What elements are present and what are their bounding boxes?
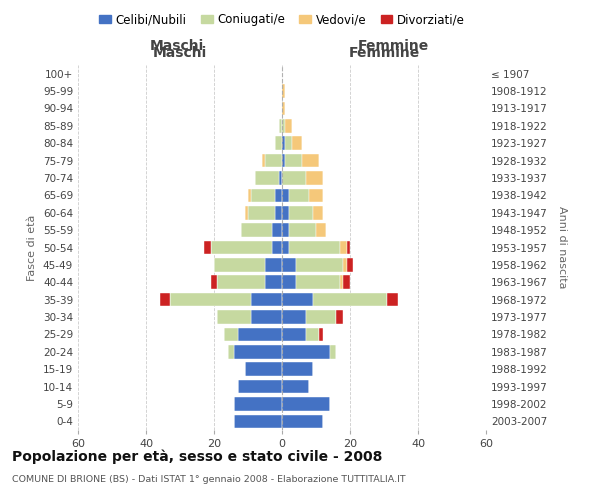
Bar xyxy=(282,154,286,168)
Bar xyxy=(282,397,329,410)
Bar xyxy=(217,276,265,289)
Bar xyxy=(238,380,282,394)
Bar xyxy=(286,119,292,132)
Bar xyxy=(255,171,278,185)
Bar xyxy=(235,414,282,428)
Bar xyxy=(296,258,343,272)
Bar xyxy=(282,188,289,202)
Bar xyxy=(282,206,289,220)
Bar xyxy=(265,276,282,289)
Bar xyxy=(170,293,251,306)
Bar xyxy=(343,258,347,272)
Text: Maschi: Maschi xyxy=(150,38,204,52)
Bar xyxy=(292,136,302,150)
Bar xyxy=(282,136,286,150)
Bar xyxy=(238,328,282,341)
Bar xyxy=(302,154,319,168)
Bar xyxy=(340,276,343,289)
Y-axis label: Anni di nascita: Anni di nascita xyxy=(557,206,567,289)
Bar xyxy=(282,362,313,376)
Bar xyxy=(282,224,289,237)
Bar xyxy=(289,224,316,237)
Bar xyxy=(289,206,313,220)
Bar xyxy=(224,328,238,341)
Bar xyxy=(272,240,282,254)
Bar xyxy=(282,345,329,358)
Bar xyxy=(313,206,323,220)
Bar xyxy=(306,310,337,324)
Bar xyxy=(227,345,235,358)
Bar xyxy=(343,276,350,289)
Text: Popolazione per età, sesso e stato civile - 2008: Popolazione per età, sesso e stato civil… xyxy=(12,450,382,464)
Bar xyxy=(217,310,251,324)
Y-axis label: Fasce di età: Fasce di età xyxy=(28,214,37,280)
Bar xyxy=(160,293,170,306)
Bar xyxy=(248,188,251,202)
Bar xyxy=(340,240,347,254)
Bar xyxy=(251,310,282,324)
Bar xyxy=(251,188,275,202)
Bar xyxy=(211,240,272,254)
Bar xyxy=(347,258,353,272)
Bar xyxy=(214,258,265,272)
Bar xyxy=(282,414,323,428)
Bar xyxy=(248,206,275,220)
Bar xyxy=(272,224,282,237)
Bar xyxy=(282,171,306,185)
Bar xyxy=(282,84,286,98)
Bar xyxy=(262,154,265,168)
Bar xyxy=(289,240,340,254)
Bar xyxy=(275,188,282,202)
Bar xyxy=(278,119,282,132)
Bar xyxy=(282,276,296,289)
Bar xyxy=(275,206,282,220)
Bar xyxy=(241,224,272,237)
Bar xyxy=(313,293,388,306)
Text: Femmine: Femmine xyxy=(358,38,428,52)
Bar xyxy=(265,258,282,272)
Bar xyxy=(319,328,323,341)
Bar xyxy=(282,102,286,115)
Bar xyxy=(316,224,326,237)
Bar xyxy=(282,380,309,394)
Bar xyxy=(265,154,282,168)
Bar xyxy=(211,276,217,289)
Text: Femmine: Femmine xyxy=(349,46,419,60)
Bar xyxy=(282,293,313,306)
Text: COMUNE DI BRIONE (BS) - Dati ISTAT 1° gennaio 2008 - Elaborazione TUTTITALIA.IT: COMUNE DI BRIONE (BS) - Dati ISTAT 1° ge… xyxy=(12,475,406,484)
Bar xyxy=(306,328,319,341)
Bar xyxy=(204,240,211,254)
Bar xyxy=(306,171,323,185)
Bar xyxy=(235,397,282,410)
Bar xyxy=(282,119,286,132)
Bar xyxy=(282,240,289,254)
Bar xyxy=(337,310,343,324)
Bar xyxy=(286,154,302,168)
Bar xyxy=(235,345,282,358)
Legend: Celibi/Nubili, Coniugati/e, Vedovi/e, Divorziati/e: Celibi/Nubili, Coniugati/e, Vedovi/e, Di… xyxy=(94,8,470,31)
Bar xyxy=(278,171,282,185)
Bar xyxy=(296,276,340,289)
Bar xyxy=(282,258,296,272)
Bar xyxy=(245,362,282,376)
Bar xyxy=(329,345,337,358)
Bar xyxy=(275,136,282,150)
Bar xyxy=(286,136,292,150)
Bar xyxy=(309,188,323,202)
Bar xyxy=(347,240,350,254)
Text: Maschi: Maschi xyxy=(153,46,207,60)
Bar xyxy=(388,293,398,306)
Bar xyxy=(245,206,248,220)
Bar xyxy=(251,293,282,306)
Bar xyxy=(289,188,309,202)
Bar xyxy=(282,310,306,324)
Bar xyxy=(282,328,306,341)
